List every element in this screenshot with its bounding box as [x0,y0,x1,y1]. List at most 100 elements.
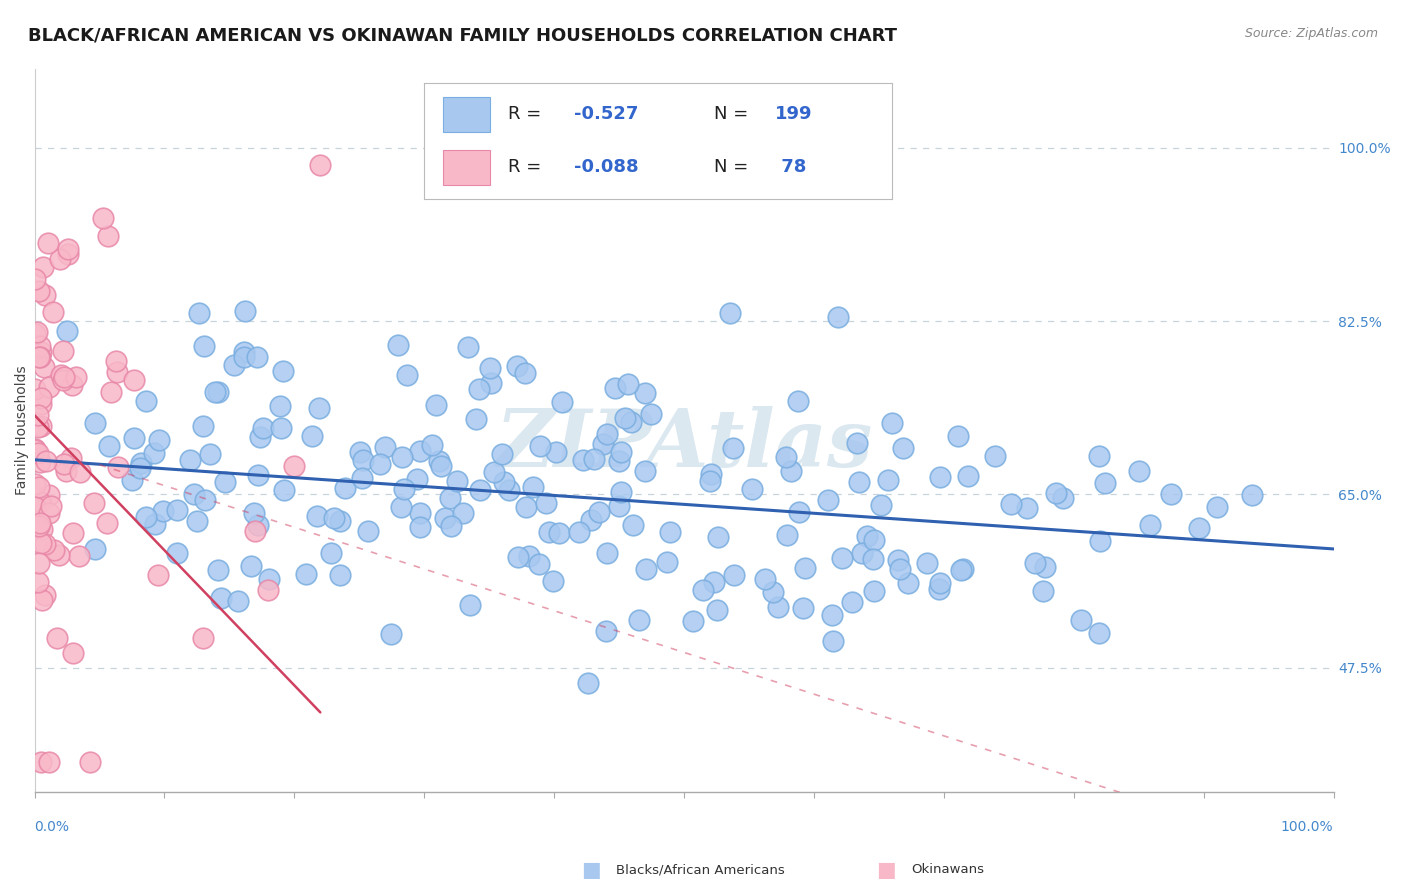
Point [30,455,52,469]
Point [84,416,107,430]
Point [48,548,70,562]
Point [498,483,520,497]
Point [187,305,209,319]
Point [592,436,614,450]
Point [100,385,122,400]
Point [479,361,502,376]
Point [1024,556,1046,570]
Point [84,541,107,556]
Point [1090,533,1112,548]
Point [596,427,619,442]
Point [27,325,49,339]
Point [707,530,730,544]
Point [433,511,456,525]
Point [451,506,474,520]
Point [28,339,51,353]
Point [422,438,444,452]
Point [692,582,714,597]
Point [882,416,904,430]
Point [628,613,651,627]
Point [30,755,52,769]
Point [464,412,486,426]
Point [620,415,643,429]
Point [583,451,606,466]
Point [607,453,630,467]
Point [335,481,357,495]
Point [39,500,62,514]
Point [928,582,950,597]
Point [243,506,266,520]
Point [166,546,188,560]
Point [572,453,595,467]
Point [204,385,226,400]
Point [515,500,537,514]
Point [122,431,145,445]
Point [862,552,884,566]
Point [226,594,249,608]
Text: Source: ZipAtlas.com: Source: ZipAtlas.com [1244,27,1378,40]
Point [1015,500,1038,515]
Point [24,442,46,456]
Point [699,475,721,489]
Point [896,576,918,591]
Point [956,468,979,483]
Point [233,303,256,318]
Point [848,475,870,489]
Point [928,470,950,484]
Point [548,526,571,541]
Point [544,444,567,458]
Point [55,464,77,478]
Point [479,376,502,391]
Point [322,511,344,525]
Point [27,574,49,589]
Point [27,556,49,570]
Point [96,516,118,530]
Point [409,520,432,534]
Point [658,524,681,539]
Point [1160,487,1182,501]
Point [222,358,245,372]
Point [617,376,640,391]
Point [273,364,295,378]
Point [301,428,323,442]
Y-axis label: Family Households: Family Households [15,365,30,495]
Text: ■: ■ [876,860,896,880]
Point [152,504,174,518]
Point [1240,488,1263,502]
Point [295,566,318,581]
Point [529,439,551,453]
Point [186,514,208,528]
Point [51,373,73,387]
Point [352,453,374,467]
Point [179,452,201,467]
Point [607,499,630,513]
Point [107,459,129,474]
Point [46,631,69,645]
Point [634,464,657,478]
Point [762,585,785,599]
Point [148,567,170,582]
Point [468,382,491,396]
Point [27,420,49,434]
Point [30,536,52,550]
Point [135,393,157,408]
Point [721,441,744,455]
Point [409,506,432,520]
Point [754,572,776,586]
Point [56,247,79,261]
Point [568,524,591,539]
Point [128,460,150,475]
Text: Blacks/African Americans: Blacks/African Americans [616,863,785,876]
Point [269,399,291,413]
Point [430,459,453,474]
Point [62,646,84,660]
Point [595,624,617,638]
Point [30,345,52,359]
Text: 0.0%: 0.0% [35,821,69,834]
Point [851,546,873,560]
Point [27,409,49,423]
Point [105,353,128,368]
Point [245,524,267,539]
Point [856,529,879,543]
Point [862,584,884,599]
